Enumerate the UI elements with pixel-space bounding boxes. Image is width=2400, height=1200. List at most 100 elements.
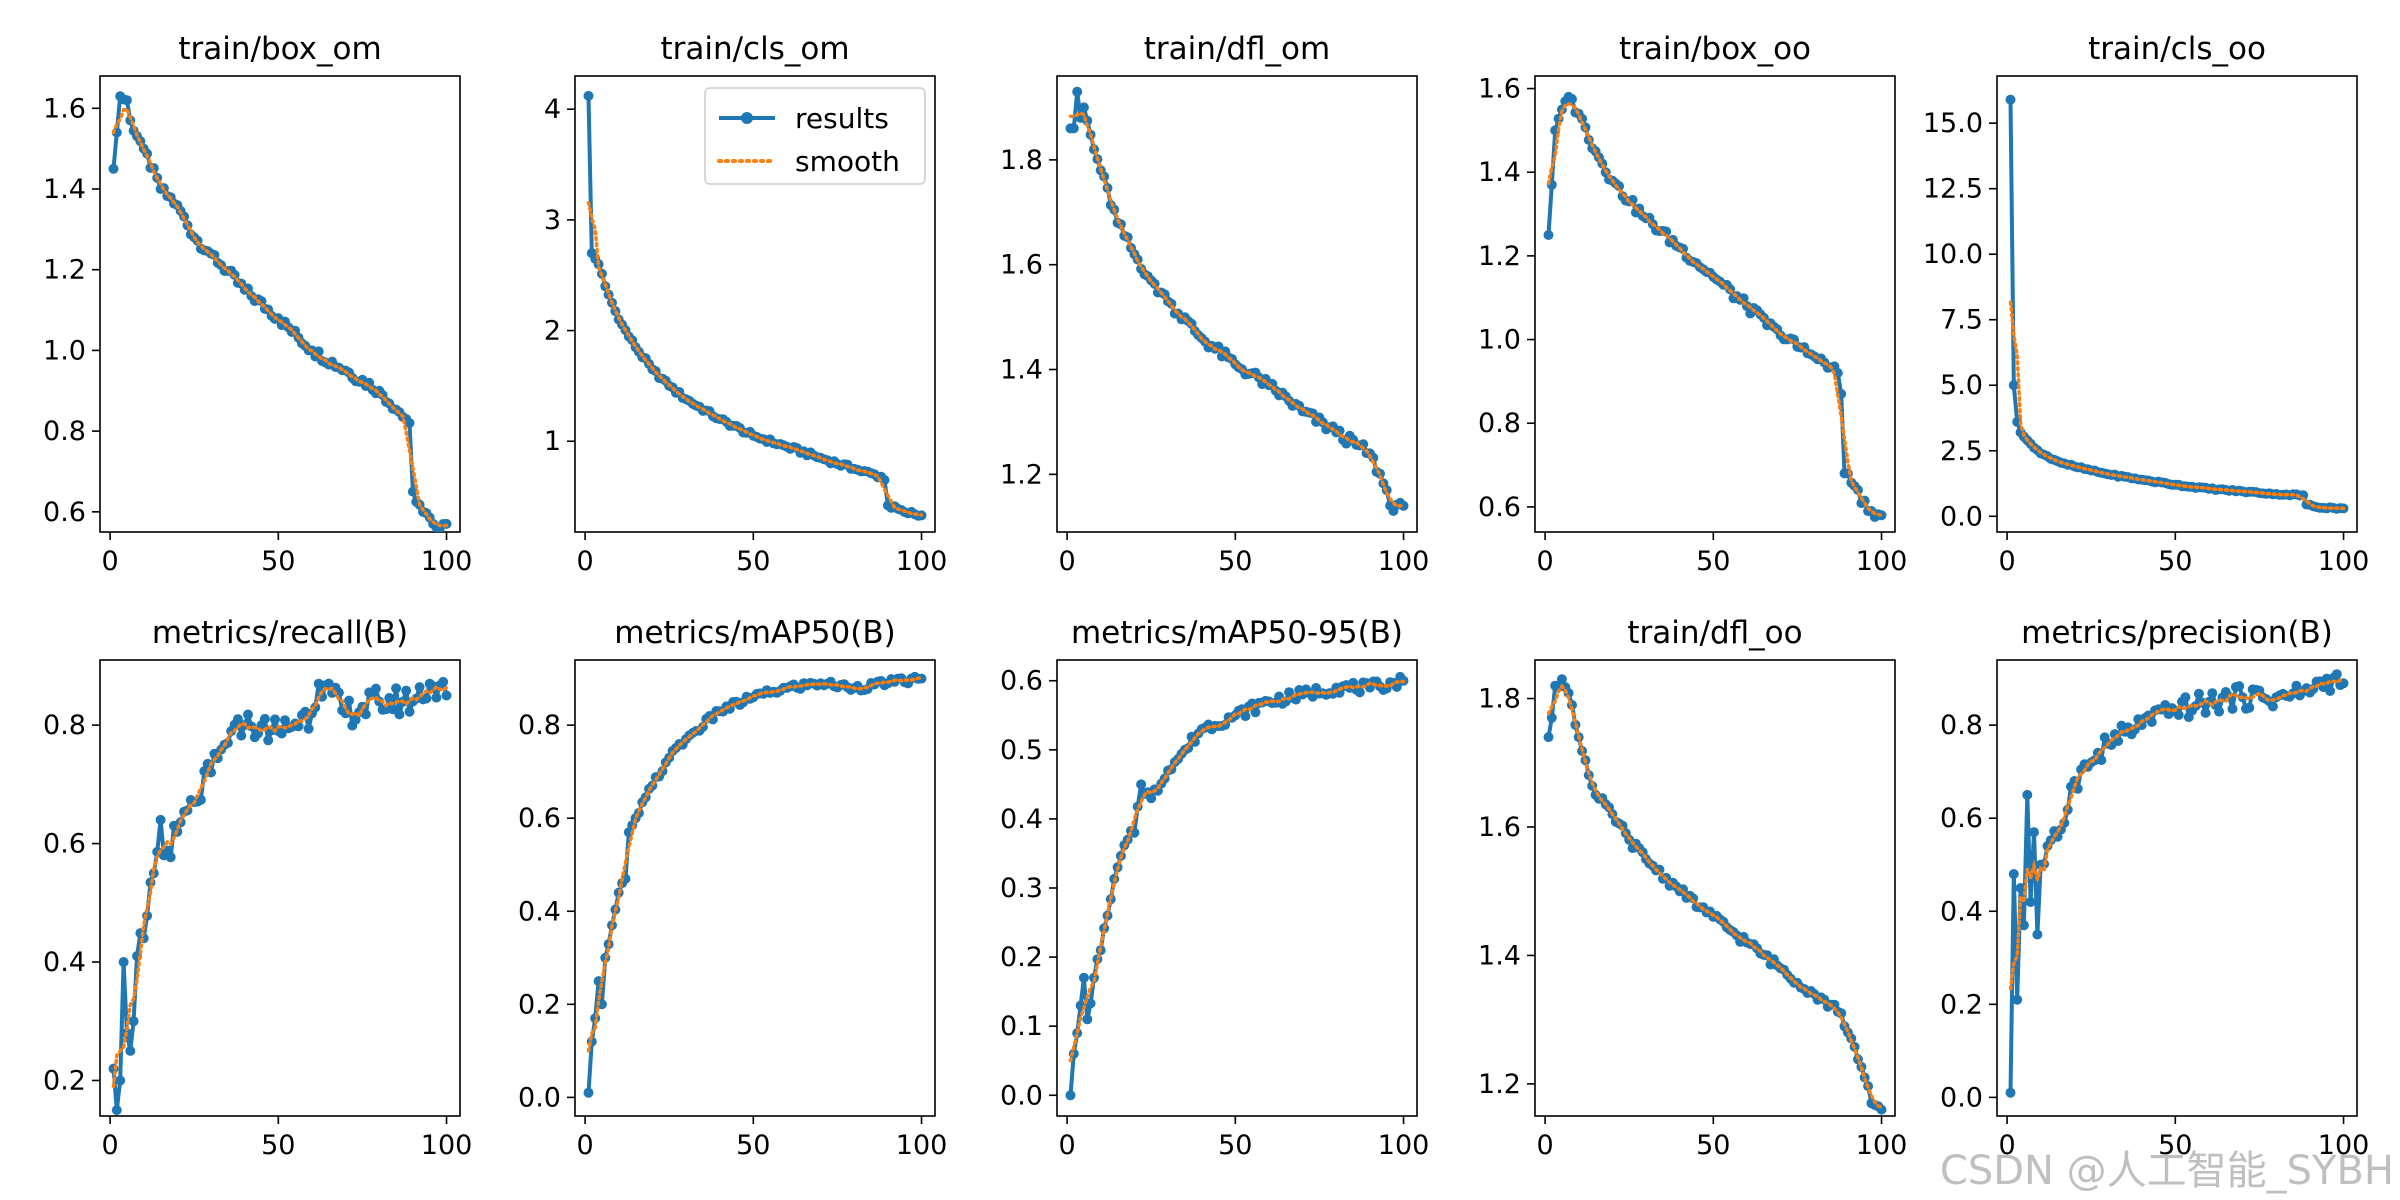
x-tick-label: 50 xyxy=(1696,546,1730,577)
chart-title: metrics/recall(B) xyxy=(152,615,408,651)
results-point xyxy=(2025,897,2036,907)
results-point xyxy=(263,735,274,746)
y-tick-label: 10.0 xyxy=(1923,239,1983,270)
results-point xyxy=(333,687,344,698)
x-tick-label: 0 xyxy=(101,1130,118,1161)
y-tick-label: 0.0 xyxy=(1000,1080,1043,1111)
results-point xyxy=(394,709,405,720)
plot-area xyxy=(108,91,452,532)
results-point xyxy=(1567,94,1577,104)
y-tick-label: 1.4 xyxy=(1478,157,1521,188)
results-point xyxy=(1354,687,1365,698)
y-tick-label: 0.0 xyxy=(518,1082,561,1113)
x-tick-label: 100 xyxy=(2318,1130,2370,1161)
results-point xyxy=(2005,94,2016,105)
legend-label: smooth xyxy=(795,145,900,178)
results-point xyxy=(115,1075,126,1086)
results-point xyxy=(2022,789,2033,800)
subplot-train-cls-om: train/cls_om 0 50 100 1 2 3 4 results smooth xyxy=(544,31,948,577)
x-tick-label: 100 xyxy=(1378,546,1430,577)
plot-area xyxy=(583,671,927,1098)
results-point xyxy=(121,95,132,106)
results-point xyxy=(360,709,371,720)
y-tick-label: 1 xyxy=(544,426,561,457)
subplot-train-dfl-om: train/dfl_om 0 50 100 1.2 1.4 1.6 1.8 xyxy=(1000,31,1429,577)
y-tick-label: 0.8 xyxy=(518,710,561,741)
subplot-train-dfl-oo: train/dfl_oo 0 50 100 1.2 1.4 1.6 1.8 xyxy=(1478,615,1907,1161)
y-tick-label: 0.3 xyxy=(1000,873,1043,904)
plot-frame xyxy=(99,75,461,533)
smooth-line xyxy=(1546,101,1884,518)
y-tick-label: 1.4 xyxy=(43,174,86,205)
plot-area xyxy=(2005,669,2349,1098)
y-tick-label: 0.5 xyxy=(1000,735,1043,766)
results-point xyxy=(270,714,280,725)
results-point xyxy=(2207,688,2218,699)
subplot-metrics-map50-b-: metrics/mAP50(B) 0 50 100 0.0 0.2 0.4 0.6 0.8 xyxy=(518,615,947,1161)
results-point xyxy=(1072,86,1083,97)
y-tick-label: 0.2 xyxy=(1940,989,1983,1020)
results-point xyxy=(438,676,449,687)
results-point xyxy=(2298,490,2309,501)
legend: results smooth xyxy=(704,87,926,185)
results-point xyxy=(1240,711,1251,722)
y-tick-label: 0.8 xyxy=(1478,408,1521,439)
results-point xyxy=(2012,994,2023,1005)
results-point xyxy=(391,683,402,694)
results-point xyxy=(202,758,213,769)
subplot-metrics-map50-95-b-: metrics/mAP50-95(B) 0 50 100 0.0 0.1 0.2 0.3 0.4… xyxy=(1000,615,1429,1161)
chart-title: metrics/precision(B) xyxy=(2021,615,2333,651)
results-point xyxy=(2234,681,2245,692)
results-point xyxy=(1546,712,1557,723)
y-tick-label: 12.5 xyxy=(1923,174,1983,205)
plot-area xyxy=(2005,94,2349,514)
results-point xyxy=(111,1105,122,1116)
results-point xyxy=(2008,380,2019,391)
y-tick-label: 0.4 xyxy=(43,947,86,978)
results-point xyxy=(2015,883,2026,893)
x-tick-label: 100 xyxy=(1378,1130,1430,1161)
x-tick-label: 0 xyxy=(1998,546,2015,577)
results-point xyxy=(280,715,290,726)
results-point xyxy=(259,713,270,724)
results-point xyxy=(2214,706,2225,717)
results-point xyxy=(2029,827,2039,838)
plot-area xyxy=(108,676,452,1116)
results-point xyxy=(2008,869,2019,879)
plot-area xyxy=(1543,91,1887,522)
results-point xyxy=(583,90,594,101)
results-point xyxy=(1543,230,1554,240)
results-point xyxy=(2018,920,2029,931)
smooth-line xyxy=(2008,678,2346,991)
results-point xyxy=(1065,1090,1076,1101)
plot-frame xyxy=(1056,659,1418,1117)
results-point xyxy=(128,1016,139,1027)
results-point xyxy=(1082,1014,1093,1025)
y-tick-label: 0.2 xyxy=(518,989,561,1020)
y-tick-label: 1.2 xyxy=(1478,241,1521,272)
y-tick-label: 0.6 xyxy=(43,497,86,528)
results-point xyxy=(916,673,927,684)
x-tick-label: 0 xyxy=(1536,546,1553,577)
x-tick-label: 100 xyxy=(421,1130,473,1161)
y-tick-label: 2.5 xyxy=(1940,436,1983,467)
plot-frame xyxy=(1056,75,1418,533)
plot-frame xyxy=(574,659,936,1117)
x-tick-label: 0 xyxy=(1998,1130,2015,1161)
results-point xyxy=(344,695,354,706)
results-point xyxy=(404,418,415,428)
x-tick-label: 50 xyxy=(2158,546,2192,577)
results-point xyxy=(1068,123,1079,134)
watermark: CSDN @人工智能_SYBH xyxy=(1939,1148,2394,1194)
smooth-line xyxy=(1068,679,1406,1063)
results-point xyxy=(276,728,287,739)
y-tick-label: 1.0 xyxy=(43,335,86,366)
y-tick-label: 0.6 xyxy=(518,803,561,834)
y-tick-label: 0.8 xyxy=(1940,710,1983,741)
x-tick-label: 50 xyxy=(1218,546,1252,577)
results-point xyxy=(155,814,166,825)
results-point xyxy=(2113,736,2124,746)
y-tick-label: 0.0 xyxy=(1940,501,1983,532)
x-tick-label: 50 xyxy=(261,546,295,577)
